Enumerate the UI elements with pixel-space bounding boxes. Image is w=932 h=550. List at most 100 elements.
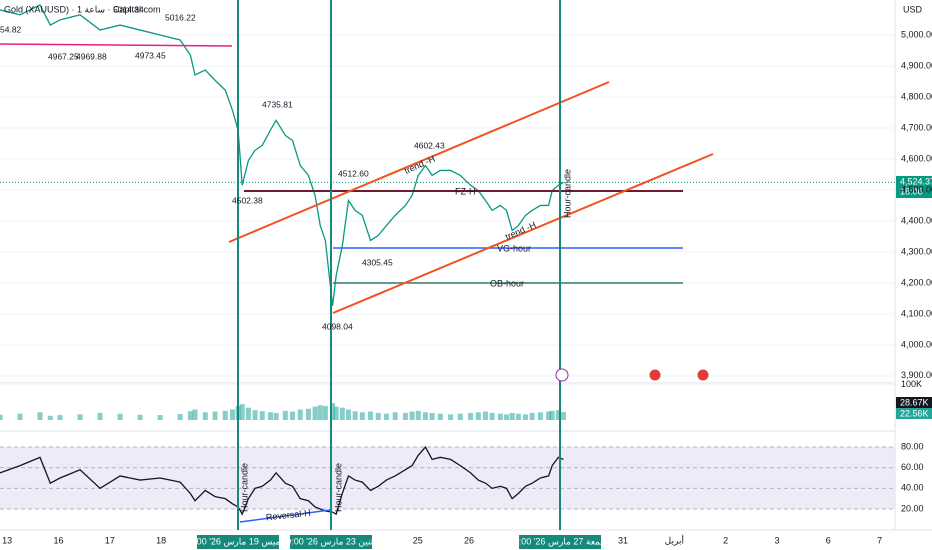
y-tick-label: 4,800.00	[901, 91, 932, 101]
x-tick-label: 3	[774, 535, 779, 545]
volume-bar	[97, 412, 103, 420]
flag-icon[interactable]	[648, 368, 662, 382]
volume-bar	[475, 412, 481, 420]
volume-bar	[497, 413, 503, 420]
volume-bar	[322, 405, 328, 420]
x-tick-label: 26	[464, 535, 474, 545]
volume-bar	[523, 414, 529, 420]
volume-last-label: 22.56K	[900, 408, 929, 418]
y-tick-label: 4,200.00	[901, 277, 932, 287]
x-tick-label: 18	[156, 535, 166, 545]
volume-bar	[305, 408, 311, 420]
volume-bar	[333, 406, 339, 420]
x-tick-label: 6	[826, 535, 831, 545]
flag-icon[interactable]	[696, 368, 710, 382]
volume-bar	[312, 406, 318, 420]
price-note: 4305.45	[362, 257, 393, 267]
price-note: 4735.81	[262, 99, 293, 109]
y-tick-label: 4,000.00	[901, 339, 932, 349]
price-note: 4512.60	[338, 168, 369, 178]
volume-bar	[409, 411, 415, 420]
volume-bar	[177, 414, 183, 420]
volume-bar	[37, 412, 43, 420]
volume-bar	[330, 403, 336, 420]
volume-bar	[383, 413, 389, 420]
volume-bar	[187, 411, 193, 420]
volume-bar	[555, 410, 561, 420]
drawing-label: VG-hour	[497, 243, 531, 253]
price-note: 4967.25	[48, 51, 79, 61]
drawing-label: FZ-H	[455, 186, 476, 196]
volume-bar	[339, 407, 345, 420]
volume-bar	[222, 410, 228, 420]
volume-bar	[392, 412, 398, 420]
date-marker	[519, 535, 601, 549]
volume-bar	[252, 410, 258, 420]
volume-bar	[515, 413, 521, 420]
resistance-line	[0, 43, 233, 47]
volume-bar	[282, 410, 288, 420]
x-tick-label: 17	[105, 535, 115, 545]
drawing-label: OB-hour	[490, 278, 524, 288]
volume-bar	[546, 411, 552, 420]
volume-bar	[560, 412, 566, 420]
volume-bar	[117, 413, 123, 420]
volume-bar	[317, 405, 323, 420]
volume-bar	[229, 409, 235, 420]
volume-ma-label: 28.67K	[900, 397, 929, 407]
y-tick-label: 5,000.00	[901, 29, 932, 39]
volume-bar	[290, 411, 296, 420]
channel-line	[228, 81, 610, 243]
volume-bar	[415, 410, 421, 420]
volume-bar	[17, 413, 23, 420]
volume-bar	[157, 415, 163, 420]
y-tick-label: 4,500.00	[901, 184, 932, 194]
volume-bar	[537, 412, 543, 420]
date-marker	[290, 535, 372, 549]
y-tick-label: 4,100.00	[901, 308, 932, 318]
y-tick-label: 60.00	[901, 462, 924, 472]
y-tick-label: 4,900.00	[901, 60, 932, 70]
price-note: 5014.34	[113, 4, 144, 14]
y-axis-unit: USD	[903, 4, 923, 14]
volume-bar	[239, 404, 245, 420]
countdown: 16:06	[900, 186, 923, 196]
drawing-label: Reversal-H	[265, 508, 311, 523]
date-marker-label: 20:00 '26 الجمعة 27 مارس	[509, 536, 612, 547]
volume-bar	[457, 413, 463, 420]
volume-bar	[47, 415, 53, 420]
y-tick-label: 20.00	[901, 503, 924, 513]
volume-bar	[468, 412, 474, 420]
volume-bar	[137, 414, 143, 420]
volume-bar	[259, 411, 265, 420]
y-tick-label: 40.00	[901, 483, 924, 493]
x-tick-label: 25	[413, 535, 423, 545]
y-tick-label: 3,900.00	[901, 370, 932, 380]
price-note: 4969.88	[76, 51, 107, 61]
drawing-label: Hour-candle	[239, 463, 249, 512]
price-note: 54.82	[0, 24, 22, 34]
x-tick-label: 2	[723, 535, 728, 545]
y-tick-label: 4,300.00	[901, 246, 932, 256]
volume-bar	[297, 409, 303, 420]
y-tick-label: 4,600.00	[901, 153, 932, 163]
channel-line	[332, 153, 714, 314]
volume-bar	[352, 411, 358, 420]
volume-bar	[402, 412, 408, 420]
volume-ma-box	[896, 397, 932, 408]
data-layer: 13 16 17 18 25 26 31 أبريل 2 3 6 7	[0, 4, 895, 546]
price-line	[0, 445, 564, 516]
y-tick-label: 4,400.00	[901, 215, 932, 225]
volume-bar	[482, 411, 488, 420]
event-icon[interactable]	[555, 368, 569, 382]
volume-bar	[202, 412, 208, 420]
drawing-label: Hour-candle	[333, 463, 343, 512]
volume-bar	[504, 414, 510, 420]
volume-bar	[273, 412, 279, 420]
volume-bar	[0, 414, 3, 420]
volume-bar	[489, 412, 495, 420]
last-price-box	[896, 176, 932, 198]
volume-bar	[57, 415, 63, 420]
drawing-label: Hour-candle	[562, 169, 572, 218]
